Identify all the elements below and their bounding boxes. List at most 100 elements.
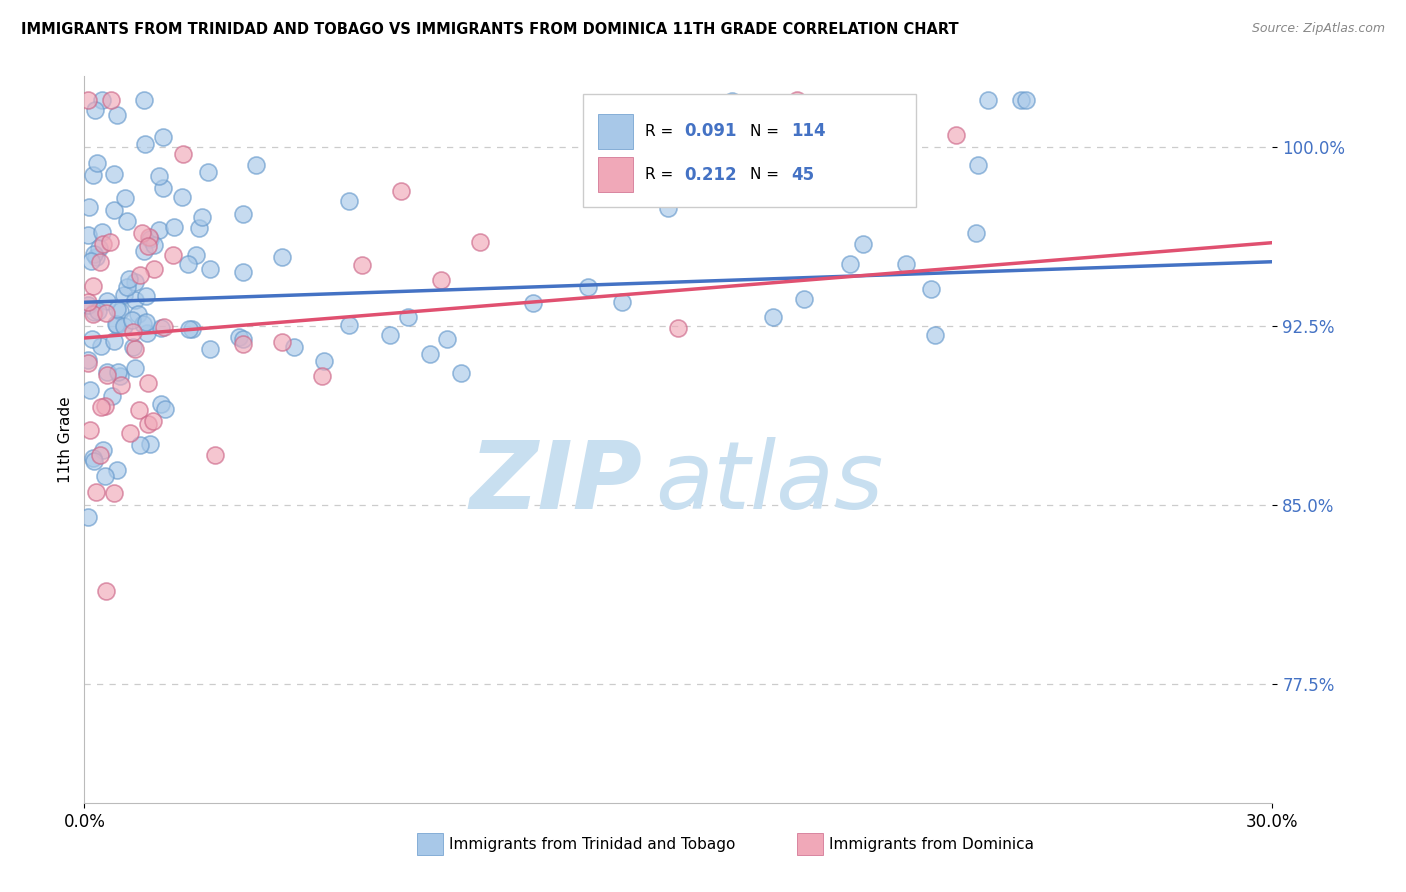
Text: atlas: atlas [655, 437, 883, 528]
Point [200, 262, 222, 277]
Point [419, 346, 441, 360]
Point [172, 147, 194, 161]
Point [110, 377, 132, 392]
Point [135, 289, 157, 303]
Point [124, 360, 146, 375]
Point [87, 241, 110, 255]
Point [721, 94, 744, 108]
Point [91, 93, 114, 107]
Point [593, 145, 616, 160]
Point [94, 306, 117, 320]
Point [177, 257, 200, 271]
FancyBboxPatch shape [583, 94, 917, 207]
Point [152, 129, 174, 144]
Bar [598, 157, 633, 192]
Point [82, 307, 104, 321]
Point [450, 366, 472, 380]
Point [82, 451, 104, 466]
Point [90, 339, 112, 353]
Point [128, 438, 150, 452]
Point [135, 316, 157, 330]
Point [84, 103, 107, 117]
Point [965, 226, 987, 240]
Point [121, 325, 143, 339]
Point [142, 414, 165, 428]
Point [128, 268, 150, 282]
Point [430, 273, 453, 287]
Point [920, 282, 942, 296]
Point [350, 258, 373, 272]
Point [103, 486, 125, 500]
Point [96, 294, 118, 309]
Point [112, 319, 135, 334]
Point [138, 229, 160, 244]
Point [396, 310, 419, 324]
Point [103, 202, 125, 217]
Point [132, 317, 155, 331]
Bar [418, 833, 443, 855]
Point [153, 319, 176, 334]
Point [77, 295, 100, 310]
Point [378, 327, 401, 342]
Point [117, 214, 139, 228]
Point [94, 468, 117, 483]
Point [84, 485, 107, 500]
Point [702, 139, 724, 153]
Point [118, 425, 141, 440]
Point [124, 293, 146, 307]
Point [283, 340, 305, 354]
Point [134, 244, 156, 259]
Point [110, 369, 132, 384]
Text: Immigrants from Dominica: Immigrants from Dominica [830, 837, 1035, 852]
Point [162, 248, 184, 262]
Point [786, 93, 808, 107]
Point [312, 354, 335, 368]
Point [80, 253, 103, 268]
Point [86, 304, 108, 318]
Point [232, 336, 254, 351]
Point [82, 332, 104, 346]
Point [96, 584, 118, 599]
Point [228, 330, 250, 344]
Point [152, 181, 174, 195]
Point [79, 423, 101, 437]
Point [117, 280, 139, 294]
Point [112, 287, 135, 301]
Point [96, 365, 118, 379]
Point [77, 352, 100, 367]
Point [148, 169, 170, 184]
Point [89, 255, 111, 269]
Point [945, 128, 967, 143]
Point [93, 236, 115, 251]
Point [136, 417, 159, 432]
Point [271, 251, 294, 265]
Point [91, 225, 114, 239]
Point [77, 356, 100, 370]
Point [894, 257, 917, 271]
Text: 0.091: 0.091 [685, 122, 737, 140]
Point [180, 322, 202, 336]
Point [94, 400, 117, 414]
Point [232, 265, 254, 279]
Point [124, 275, 146, 289]
Point [198, 343, 221, 357]
Point [122, 340, 145, 354]
Text: 114: 114 [792, 122, 825, 140]
Point [105, 302, 128, 317]
Point [245, 158, 267, 172]
Point [83, 454, 105, 468]
Point [190, 210, 212, 224]
Point [204, 448, 226, 462]
Point [148, 222, 170, 236]
Point [657, 201, 679, 215]
Text: Source: ZipAtlas.com: Source: ZipAtlas.com [1251, 22, 1385, 36]
Point [924, 327, 946, 342]
Point [1010, 93, 1032, 107]
Point [105, 318, 128, 332]
Point [83, 246, 105, 260]
Point [124, 343, 146, 357]
Point [131, 226, 153, 240]
Point [337, 194, 360, 208]
Point [132, 93, 155, 107]
Point [271, 335, 294, 350]
